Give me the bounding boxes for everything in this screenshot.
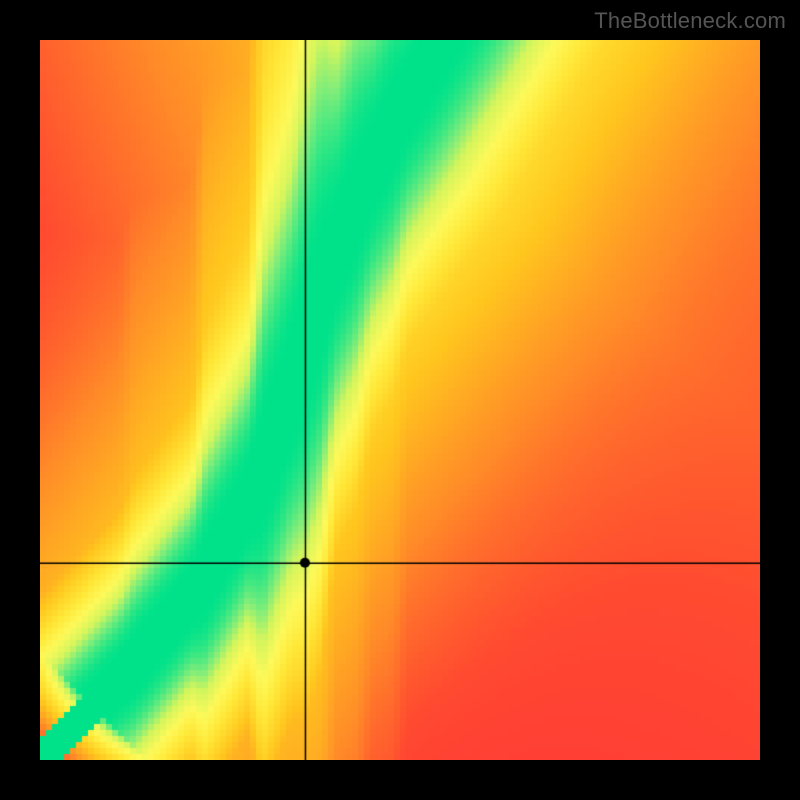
chart-container: { "watermark": "TheBottleneck.com", "cha…: [0, 0, 800, 800]
bottleneck-heatmap: [40, 40, 760, 760]
watermark-text: TheBottleneck.com: [594, 8, 786, 34]
